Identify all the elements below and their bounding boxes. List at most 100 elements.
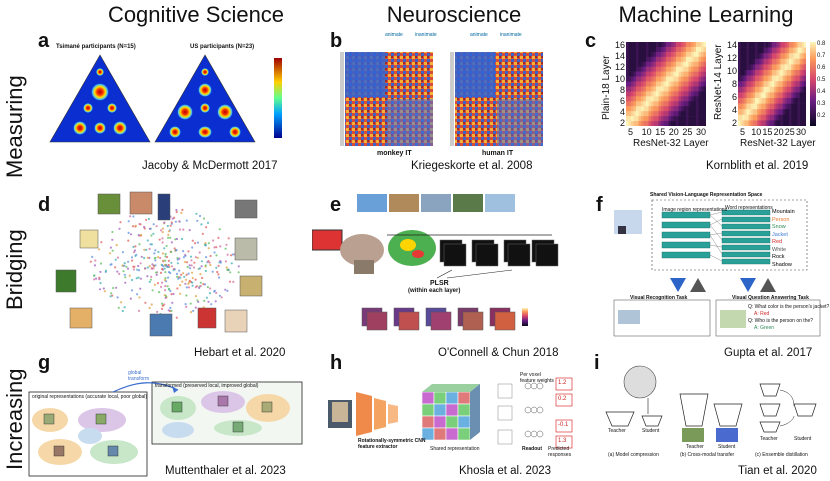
panel-c-left-cell bbox=[636, 106, 639, 112]
panel-d-point bbox=[185, 305, 188, 308]
panel-d-point bbox=[180, 211, 183, 214]
panel-c-right-cell bbox=[759, 98, 762, 104]
panel-c-left-cell bbox=[653, 46, 657, 53]
panel-c-left-cell bbox=[646, 71, 649, 77]
panel-c-left-cell bbox=[628, 66, 632, 72]
panel-d-point bbox=[201, 232, 204, 235]
panel-c-left-cell bbox=[626, 66, 629, 72]
panel-d-point bbox=[123, 262, 126, 265]
panel-c-left-cell bbox=[638, 121, 642, 126]
panel-c-right-cell bbox=[784, 58, 788, 65]
panel-c-right-cell bbox=[791, 114, 794, 121]
panel-letter-g: g bbox=[38, 352, 51, 374]
panel-d-point bbox=[184, 260, 187, 264]
panel-c-left-cell bbox=[683, 51, 687, 58]
panel-c-left-cell bbox=[701, 121, 704, 126]
panel-d-point bbox=[172, 267, 175, 270]
panel-c-right-xtick: 30 bbox=[796, 127, 807, 137]
panel-d-point bbox=[204, 269, 207, 272]
panel-c-left-cell bbox=[661, 56, 664, 63]
panel-c-left-cell bbox=[643, 66, 647, 72]
panel-d-point bbox=[199, 281, 202, 284]
panel-c-left-cell bbox=[633, 81, 637, 87]
panel-c-right-cell bbox=[750, 47, 754, 54]
panel-c-left-cell bbox=[668, 91, 672, 97]
panel-c-left-cell bbox=[678, 66, 682, 72]
panel-c-left-cell bbox=[651, 91, 654, 97]
panel-c-right-cell bbox=[795, 120, 798, 126]
panel-d-point bbox=[158, 291, 161, 294]
panel-c-right-cell bbox=[795, 86, 798, 93]
panel-c-left-cell bbox=[638, 51, 642, 58]
panel-c-left-cell bbox=[661, 42, 664, 48]
panel-c-right-cell bbox=[767, 92, 771, 99]
panel-c-right-cell bbox=[757, 120, 760, 126]
panel-c-colorbar-tick: 0.7 bbox=[817, 53, 826, 59]
panel-c-left-cell bbox=[683, 91, 687, 97]
panel-d-point bbox=[169, 236, 172, 239]
panel-d-point bbox=[201, 276, 204, 280]
panel-c-left-cell bbox=[643, 86, 647, 92]
panel-c-left-cell bbox=[656, 42, 659, 48]
panel-c-left-cell bbox=[648, 91, 652, 97]
panel-c-left-cell bbox=[646, 91, 649, 97]
panel-c-right-cell bbox=[803, 114, 806, 121]
citation-e: O'Connell & Chun 2018 bbox=[438, 347, 559, 359]
panel-c-left-cell bbox=[688, 106, 692, 112]
panel-c-left-cell bbox=[686, 121, 689, 126]
panel-c-right-cell bbox=[744, 86, 747, 93]
panel-c-left-cell bbox=[633, 71, 637, 77]
panel-d-point bbox=[189, 302, 192, 305]
panel-c-left-cell bbox=[643, 46, 647, 53]
panel-c-right-cell bbox=[755, 70, 758, 76]
panel-d-point bbox=[152, 232, 155, 235]
panel-d-point bbox=[194, 256, 197, 259]
panel-d-point bbox=[185, 219, 188, 222]
panel-c-right-cell bbox=[767, 120, 771, 126]
panel-d-point bbox=[135, 277, 138, 280]
panel-c-left-cell bbox=[648, 116, 652, 122]
panel-d-point bbox=[231, 253, 234, 256]
panel-c-left-cell bbox=[693, 56, 697, 63]
panel-c-left-cell bbox=[653, 51, 657, 58]
panel-c-right-cell bbox=[786, 47, 790, 54]
panel-c-right-cell bbox=[797, 53, 800, 60]
panel-c-right-cell bbox=[767, 114, 771, 121]
panel-d-point bbox=[148, 227, 151, 230]
panel-d-point bbox=[139, 287, 142, 290]
panel-d-point bbox=[109, 246, 112, 249]
panel-c-right-cell bbox=[803, 98, 806, 104]
panel-d-point bbox=[215, 254, 218, 257]
panel-f-q2: Q: Who is the person on the? bbox=[748, 318, 814, 324]
panel-c-right-cell bbox=[761, 92, 764, 99]
panel-c-right-cell bbox=[803, 58, 806, 65]
panel-d-point bbox=[187, 282, 190, 285]
panel-d-point bbox=[192, 309, 195, 312]
panel-c-left-cell bbox=[703, 66, 706, 72]
panel-c-right-cell bbox=[797, 81, 800, 88]
panel-d-point bbox=[122, 270, 125, 273]
panel-c-left-cell bbox=[688, 71, 692, 77]
panel-d-point bbox=[175, 210, 178, 214]
panel-c-left-cell bbox=[646, 76, 649, 82]
panel-c-left-cell bbox=[691, 111, 694, 117]
panel-c-right-cell bbox=[786, 86, 790, 93]
panel-c-left-cell bbox=[663, 111, 667, 117]
panel-c-left-cell bbox=[693, 106, 697, 112]
panel-c-right-cell bbox=[746, 120, 749, 126]
panel-c-right-cell bbox=[772, 98, 775, 104]
panel-c-left-cell bbox=[686, 66, 689, 72]
panel-c-left-cell bbox=[673, 106, 677, 112]
panel-c-left-cell bbox=[683, 61, 687, 68]
panel-d-point bbox=[152, 223, 155, 226]
panel-c-left-cell bbox=[698, 86, 702, 92]
panel-c-right-cell bbox=[765, 70, 769, 76]
panel-c-left-cell bbox=[636, 61, 639, 68]
panel-d-point bbox=[190, 264, 193, 267]
panel-d-point bbox=[164, 296, 167, 299]
panel-c-right-cell bbox=[757, 92, 760, 99]
panel-c-right-cell bbox=[752, 42, 756, 48]
panel-c-right-cell bbox=[778, 86, 781, 93]
panel-c-left-cell bbox=[668, 66, 672, 72]
panel-c-right-cell bbox=[740, 70, 743, 76]
